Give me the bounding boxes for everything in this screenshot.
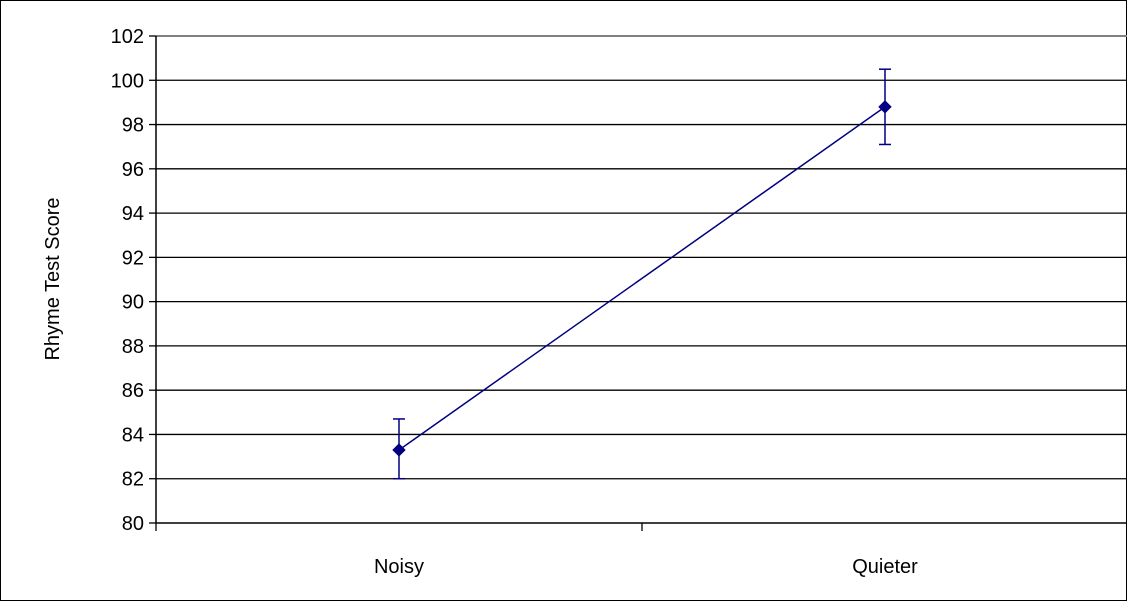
y-tick-label: 96: [122, 159, 144, 181]
x-tick-labels: Noisy Quieter: [155, 523, 918, 578]
y-tick-label: 88: [122, 336, 144, 358]
data-point-marker: [392, 443, 406, 457]
y-tick-label: 102: [111, 26, 144, 48]
y-axis-title: Rhyme Test Score: [42, 197, 64, 360]
data-point-marker: [878, 100, 892, 114]
x-tick-label: Noisy: [374, 556, 424, 578]
y-tick-label: 84: [122, 424, 144, 446]
y-tick-label: 90: [122, 292, 144, 314]
y-tick-label: 80: [122, 513, 144, 535]
gridlines: [156, 35, 1127, 480]
y-tick-label: 94: [122, 203, 144, 225]
series: [392, 68, 892, 480]
y-tick-label: 100: [111, 70, 144, 92]
y-tick-labels: 80 82 84 86 88 90 92 94 96 98 100 102: [111, 26, 156, 535]
y-tick-label: 98: [122, 115, 144, 137]
y-tick-label: 92: [122, 247, 144, 269]
series-line: [398, 106, 886, 451]
y-tick-label: 82: [122, 469, 144, 491]
x-tick-label: Quieter: [852, 556, 918, 578]
y-tick-label: 86: [122, 380, 144, 402]
